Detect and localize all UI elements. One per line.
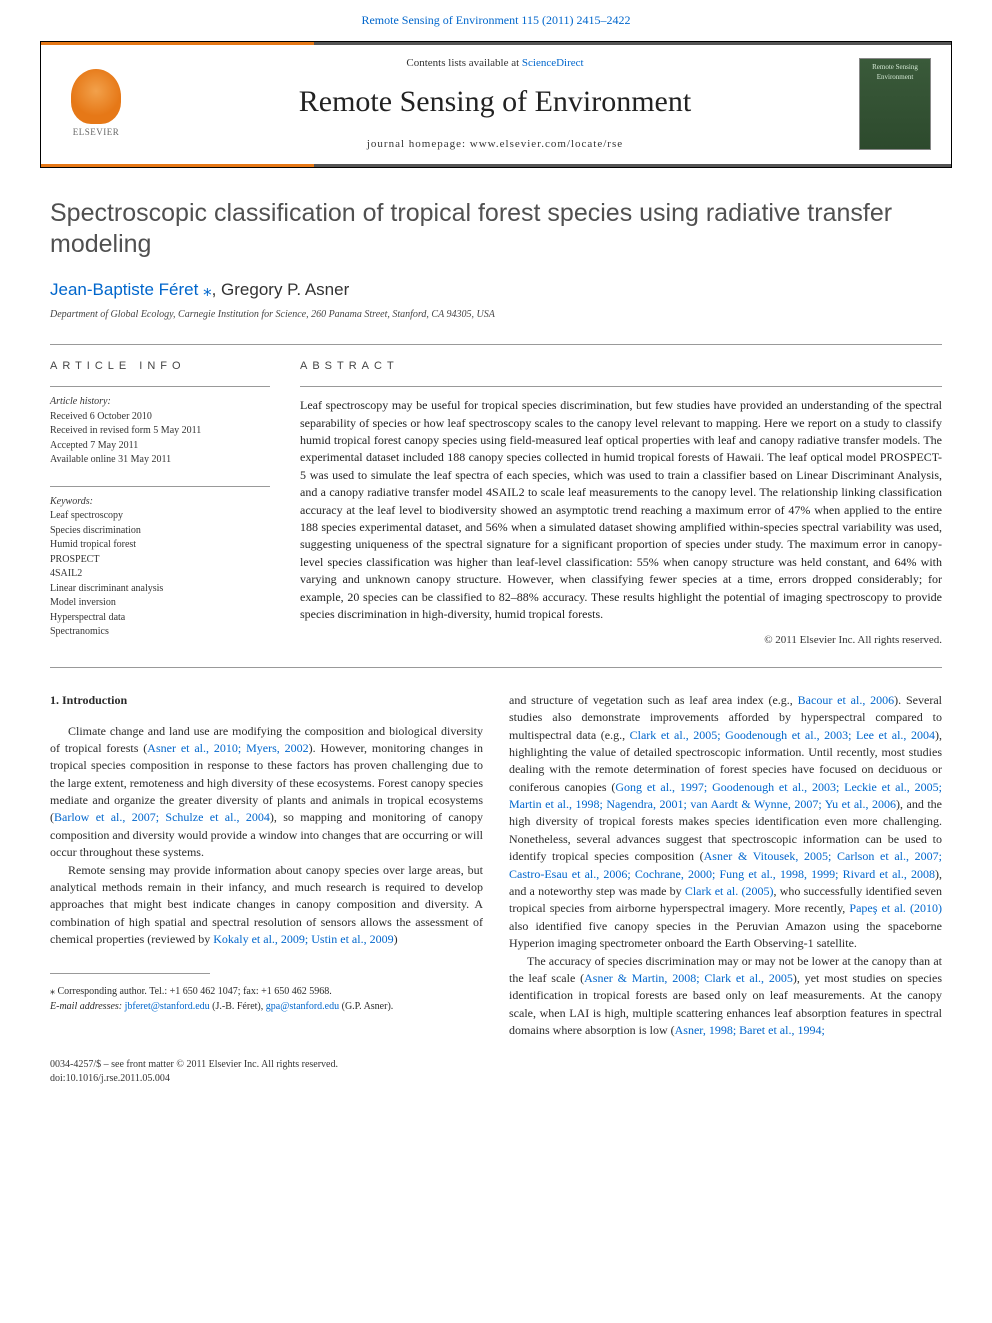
history-label: Article history:: [50, 395, 270, 410]
elsevier-tree-icon: [71, 69, 121, 124]
abstract-col: ABSTRACT Leaf spectroscopy may be useful…: [300, 359, 942, 649]
page-footer: 0034-4257/$ – see front matter © 2011 El…: [50, 1058, 942, 1106]
abstract-text: Leaf spectroscopy may be useful for trop…: [300, 397, 942, 623]
homepage-label: journal homepage:: [367, 138, 470, 150]
cover-line1: Remote Sensing: [872, 63, 918, 73]
keyword: Species discrimination: [50, 524, 270, 539]
ref-link[interactable]: Clark et al., 2005; Goodenough et al., 2…: [630, 728, 935, 742]
corr-star-icon[interactable]: ⁎: [203, 280, 212, 299]
affiliation: Department of Global Ecology, Carnegie I…: [50, 308, 942, 322]
text: also identified five canopy species in t…: [509, 919, 942, 950]
keyword: Linear discriminant analysis: [50, 582, 270, 597]
email-link-2[interactable]: gpa@stanford.edu: [266, 1001, 339, 1012]
text: (G.P. Asner).: [339, 1001, 393, 1012]
intro-para-2: Remote sensing may provide information a…: [50, 862, 483, 949]
ref-link[interactable]: Papeş et al. (2010): [849, 901, 942, 915]
header-accent-bottom: [41, 164, 951, 167]
text: ): [394, 932, 398, 946]
ref-link[interactable]: Asner & Martin, 2008; Clark et al., 2005: [584, 971, 793, 985]
keyword: 4SAIL2: [50, 567, 270, 582]
keyword: Humid tropical forest: [50, 538, 270, 553]
doi-link[interactable]: 10.1016/j.rse.2011.05.004: [66, 1073, 170, 1084]
corr-separator: [50, 973, 210, 974]
article-info-col: ARTICLE INFO Article history: Received 6…: [50, 359, 270, 649]
history-online: Available online 31 May 2011: [50, 453, 270, 468]
keyword: Hyperspectral data: [50, 611, 270, 626]
keyword: Leaf spectroscopy: [50, 509, 270, 524]
keyword: Model inversion: [50, 596, 270, 611]
header-center: Contents lists available at ScienceDirec…: [131, 56, 859, 153]
email-link-1[interactable]: jbferet@stanford.edu: [125, 1001, 210, 1012]
keywords-label: Keywords:: [50, 495, 270, 510]
author-2[interactable]: , Gregory P. Asner: [212, 280, 350, 299]
divider-mid: [50, 667, 942, 668]
journal-header: ELSEVIER Contents lists available at Sci…: [40, 41, 952, 168]
cover-line2: Environment: [877, 73, 914, 83]
elsevier-label: ELSEVIER: [73, 126, 120, 139]
homepage-url[interactable]: www.elsevier.com/locate/rse: [470, 138, 623, 150]
ref-link[interactable]: Asner, 1998; Baret et al., 1994;: [675, 1023, 825, 1037]
body-columns: 1. Introduction Climate change and land …: [50, 692, 942, 1040]
history-received: Received 6 October 2010: [50, 410, 270, 425]
header-accent-top: [41, 42, 951, 45]
section-1-heading: 1. Introduction: [50, 692, 483, 709]
article-title: Spectroscopic classification of tropical…: [50, 198, 942, 261]
intro-para-4: The accuracy of species discrimination m…: [509, 953, 942, 1040]
keyword: Spectranomics: [50, 625, 270, 640]
author-1-link[interactable]: Jean-Baptiste Féret: [50, 280, 198, 299]
ref-link[interactable]: Bacour et al., 2006: [798, 693, 895, 707]
contents-line: Contents lists available at ScienceDirec…: [131, 56, 859, 71]
abstract-divider: [300, 386, 942, 387]
history-accepted: Accepted 7 May 2011: [50, 439, 270, 454]
footer-left: 0034-4257/$ – see front matter © 2011 El…: [50, 1058, 338, 1086]
keyword: PROSPECT: [50, 553, 270, 568]
article-body: Spectroscopic classification of tropical…: [0, 198, 992, 1106]
article-history: Article history: Received 6 October 2010…: [50, 395, 270, 468]
corr-emails: E-mail addresses: jbferet@stanford.edu (…: [50, 999, 483, 1014]
ref-link[interactable]: Barlow et al., 2007; Schulze et al., 200…: [54, 810, 270, 824]
info-divider: [50, 386, 270, 387]
front-matter: 0034-4257/$ – see front matter © 2011 El…: [50, 1058, 338, 1072]
divider-top: [50, 344, 942, 345]
sciencedirect-link[interactable]: ScienceDirect: [522, 57, 584, 69]
intro-para-3: and structure of vegetation such as leaf…: [509, 692, 942, 953]
contents-text: Contents lists available at: [406, 57, 521, 69]
ref-link[interactable]: Kokaly et al., 2009; Ustin et al., 2009: [213, 932, 393, 946]
text: and structure of vegetation such as leaf…: [509, 693, 798, 707]
text: (J.-B. Féret),: [210, 1001, 266, 1012]
author-list: Jean-Baptiste Féret ⁎, Gregory P. Asner: [50, 278, 942, 302]
article-info-head: ARTICLE INFO: [50, 359, 270, 374]
journal-cover-thumb: Remote Sensing Environment: [859, 58, 931, 150]
body-col-right: and structure of vegetation such as leaf…: [509, 692, 942, 1040]
corr-tel: ⁎ Corresponding author. Tel.: +1 650 462…: [50, 984, 483, 999]
history-revised: Received in revised form 5 May 2011: [50, 424, 270, 439]
abstract-copyright: © 2011 Elsevier Inc. All rights reserved…: [300, 633, 942, 648]
journal-homepage: journal homepage: www.elsevier.com/locat…: [131, 137, 859, 152]
journal-title: Remote Sensing of Environment: [131, 81, 859, 123]
abstract-head: ABSTRACT: [300, 359, 942, 374]
keywords-block: Keywords: Leaf spectroscopy Species disc…: [50, 495, 270, 640]
info-abstract-row: ARTICLE INFO Article history: Received 6…: [50, 359, 942, 649]
email-label: E-mail addresses:: [50, 1001, 125, 1012]
elsevier-logo: ELSEVIER: [61, 64, 131, 144]
body-col-left: 1. Introduction Climate change and land …: [50, 692, 483, 1040]
ref-link[interactable]: Clark et al. (2005): [685, 884, 774, 898]
journal-citation-link[interactable]: Remote Sensing of Environment 115 (2011)…: [0, 0, 992, 41]
kw-divider: [50, 486, 270, 487]
doi-line: doi:10.1016/j.rse.2011.05.004: [50, 1072, 338, 1086]
correspondence-block: ⁎ Corresponding author. Tel.: +1 650 462…: [50, 984, 483, 1014]
ref-link[interactable]: Asner et al., 2010; Myers, 2002: [147, 741, 308, 755]
intro-para-1: Climate change and land use are modifyin…: [50, 723, 483, 862]
